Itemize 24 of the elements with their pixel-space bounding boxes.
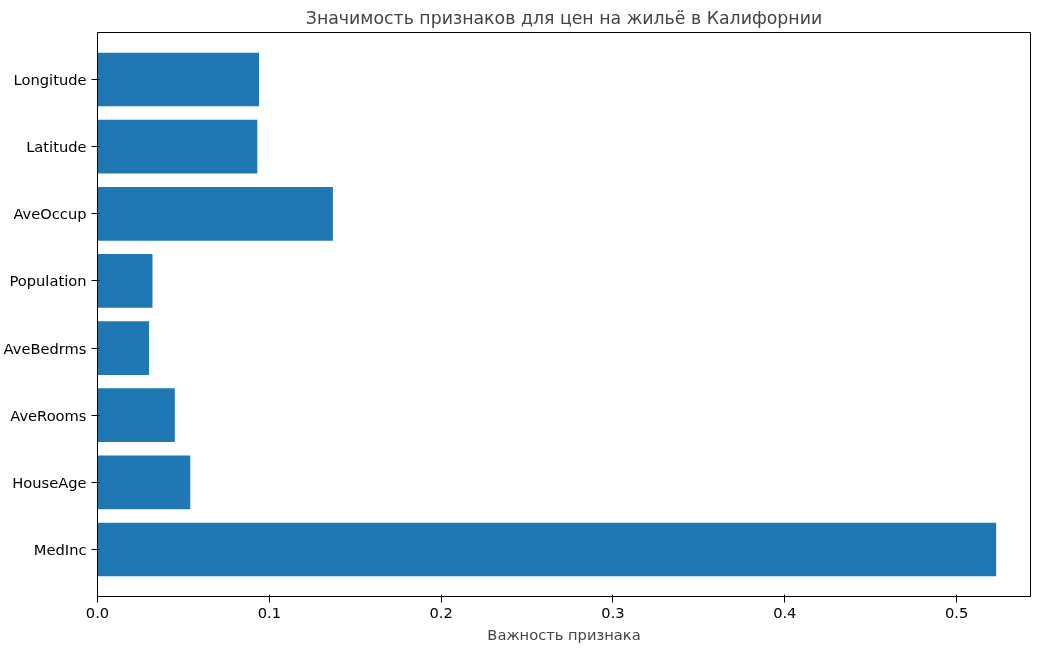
chart-title: Значимость признаков для цен на жильё в Калифорнии (305, 7, 823, 28)
bar (97, 52, 260, 107)
y-tick-label: Longitude (13, 71, 87, 88)
bar (97, 522, 997, 577)
bar (97, 321, 150, 375)
bar (97, 119, 258, 174)
bar (97, 186, 333, 241)
y-tick-label: AveBedrms (3, 339, 87, 357)
x-axis-title: Важность признака (487, 625, 641, 643)
y-tick-label: Population (9, 272, 87, 290)
bar (97, 388, 175, 443)
x-tick-label: 0.5 (944, 603, 969, 621)
x-tick-label: 0.4 (773, 603, 797, 621)
x-tick-label: 0.3 (601, 603, 625, 621)
bar (97, 455, 191, 510)
y-tick-label: AveOccup (13, 205, 87, 223)
y-tick-label: AveRooms (10, 406, 87, 424)
x-tick-label: 0.2 (429, 603, 453, 621)
y-tick-label: Latitude (26, 138, 87, 156)
x-tick-label: 0.0 (85, 603, 110, 621)
x-tick-label: 0.1 (257, 603, 281, 621)
bar (97, 254, 153, 308)
y-tick-label: MedInc (33, 541, 87, 558)
y-tick-label: HouseAge (12, 473, 87, 491)
